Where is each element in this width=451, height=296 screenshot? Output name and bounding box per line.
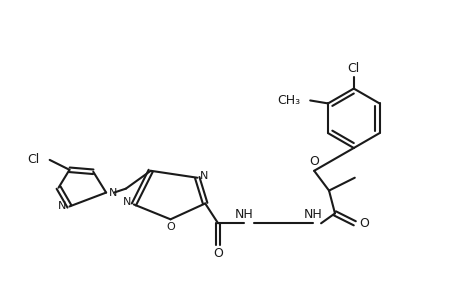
Text: Cl: Cl [28, 153, 40, 166]
Text: N: N [200, 171, 208, 181]
Text: O: O [359, 217, 369, 230]
Text: N: N [123, 197, 131, 207]
Text: N: N [109, 188, 117, 197]
Text: NH: NH [234, 208, 253, 221]
Text: CH₃: CH₃ [276, 94, 299, 107]
Text: O: O [308, 155, 318, 168]
Text: Cl: Cl [347, 62, 359, 75]
Text: N: N [58, 202, 67, 211]
Text: O: O [166, 222, 175, 232]
Text: O: O [213, 247, 222, 260]
Text: NH: NH [303, 208, 322, 221]
